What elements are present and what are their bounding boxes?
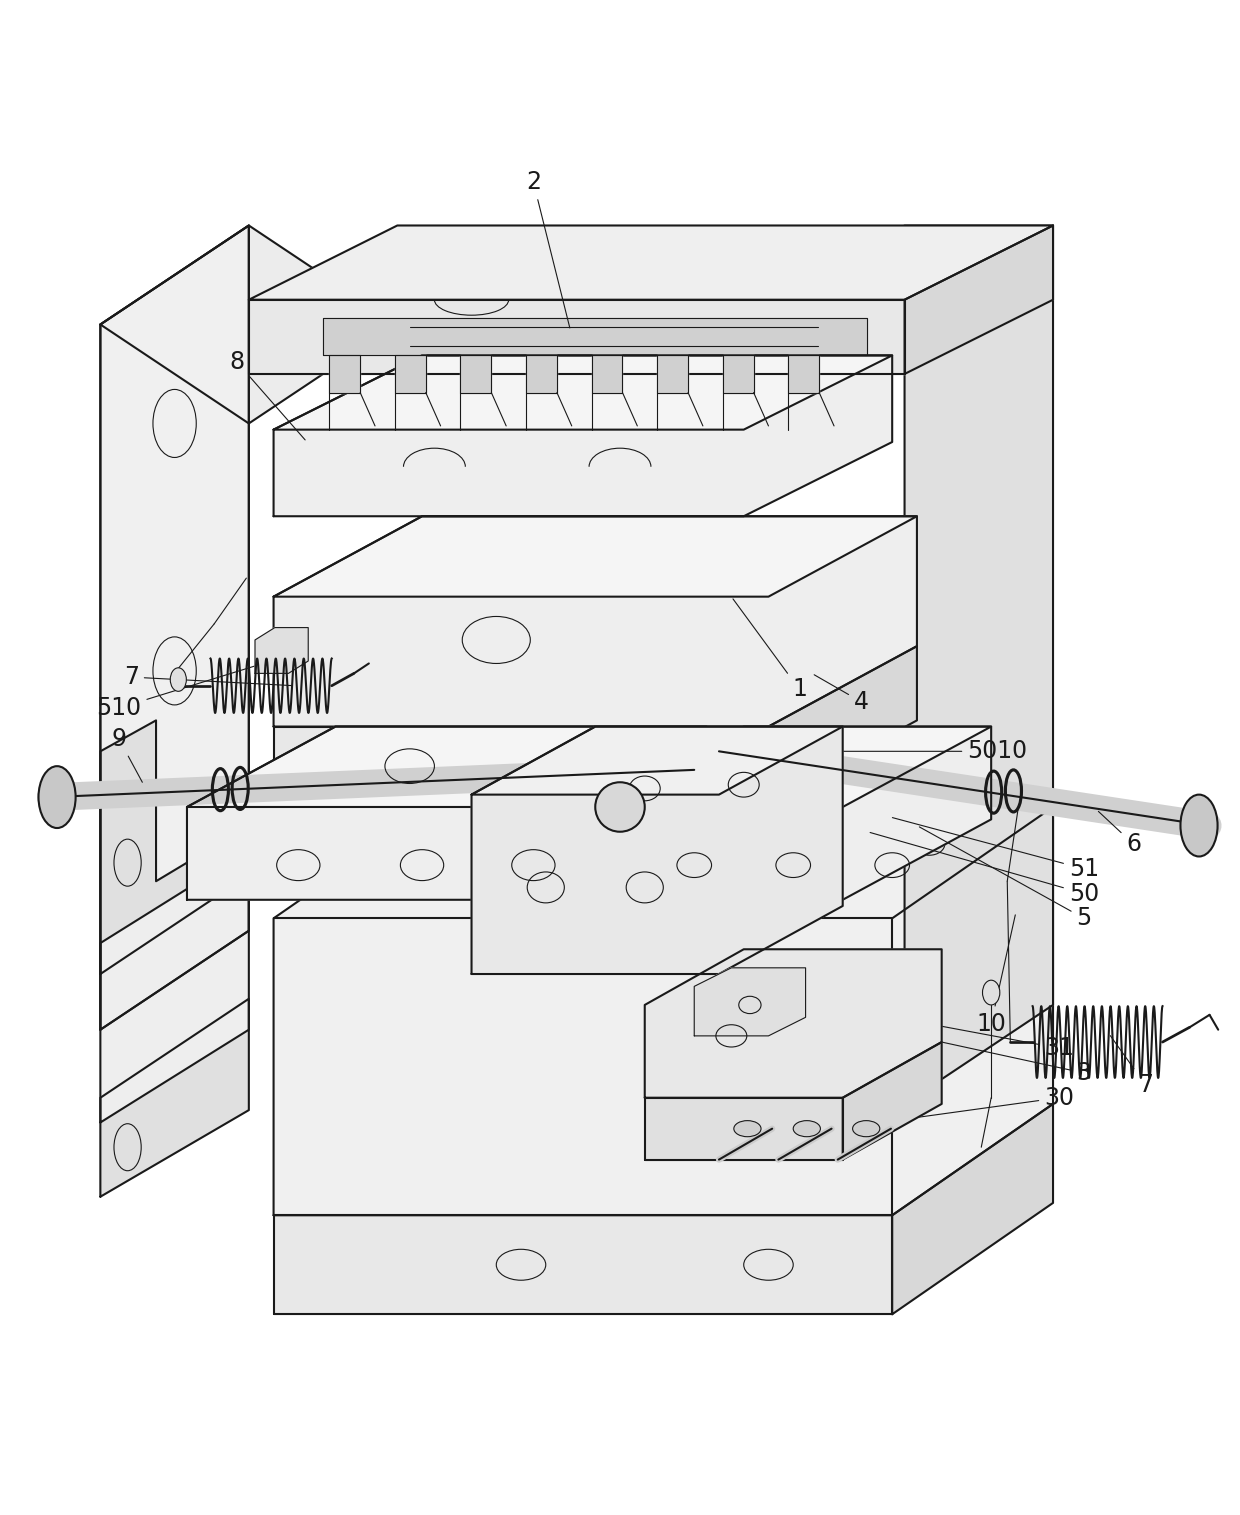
Text: 5: 5 [919, 827, 1091, 930]
Polygon shape [274, 727, 769, 801]
Polygon shape [330, 356, 360, 392]
Text: 31: 31 [777, 995, 1074, 1060]
Polygon shape [274, 517, 916, 727]
Polygon shape [249, 300, 904, 374]
Polygon shape [769, 647, 916, 801]
Text: 5010: 5010 [746, 739, 1028, 764]
Polygon shape [187, 727, 707, 807]
Text: 1: 1 [733, 598, 807, 701]
Text: 51: 51 [893, 818, 1099, 880]
Polygon shape [100, 226, 249, 1030]
Polygon shape [843, 1042, 941, 1159]
Text: 3: 3 [831, 1018, 1091, 1085]
Polygon shape [645, 950, 941, 1098]
Polygon shape [471, 727, 843, 794]
Text: 6: 6 [1099, 812, 1141, 856]
Ellipse shape [794, 1121, 821, 1136]
Polygon shape [324, 318, 868, 356]
Polygon shape [255, 627, 309, 673]
Text: 30: 30 [821, 1086, 1074, 1130]
Polygon shape [100, 721, 249, 974]
Polygon shape [904, 226, 1053, 1104]
Text: 510: 510 [97, 662, 268, 720]
Text: 4: 4 [815, 674, 869, 714]
Polygon shape [274, 356, 893, 517]
Polygon shape [394, 356, 425, 392]
Text: 7: 7 [124, 665, 291, 689]
Polygon shape [100, 226, 397, 424]
Polygon shape [249, 226, 1053, 300]
Polygon shape [460, 356, 491, 392]
Polygon shape [100, 850, 249, 1123]
Polygon shape [471, 727, 843, 974]
Polygon shape [694, 968, 806, 1036]
Text: 10: 10 [976, 915, 1016, 1036]
Polygon shape [591, 356, 622, 392]
Polygon shape [645, 1098, 843, 1159]
Polygon shape [723, 356, 754, 392]
Ellipse shape [595, 782, 645, 832]
Ellipse shape [170, 668, 186, 691]
Polygon shape [657, 356, 688, 392]
Polygon shape [789, 356, 820, 392]
Text: 2: 2 [526, 170, 570, 327]
Polygon shape [274, 1215, 893, 1314]
Polygon shape [100, 226, 249, 1030]
Polygon shape [526, 356, 557, 392]
Polygon shape [274, 807, 1053, 1215]
Polygon shape [100, 998, 249, 1197]
Text: 8: 8 [229, 350, 305, 439]
Polygon shape [274, 356, 893, 430]
Polygon shape [187, 727, 707, 900]
Ellipse shape [853, 1121, 880, 1136]
Polygon shape [904, 226, 1053, 374]
Polygon shape [595, 727, 991, 807]
Ellipse shape [734, 1121, 761, 1136]
Polygon shape [274, 517, 916, 597]
Polygon shape [769, 226, 1053, 324]
Text: 9: 9 [112, 727, 143, 782]
Polygon shape [595, 727, 991, 900]
Ellipse shape [38, 767, 76, 829]
Text: 50: 50 [870, 833, 1099, 906]
Text: 7: 7 [1110, 1036, 1153, 1097]
Polygon shape [893, 1104, 1053, 1314]
Ellipse shape [1180, 794, 1218, 856]
Ellipse shape [982, 980, 999, 1004]
